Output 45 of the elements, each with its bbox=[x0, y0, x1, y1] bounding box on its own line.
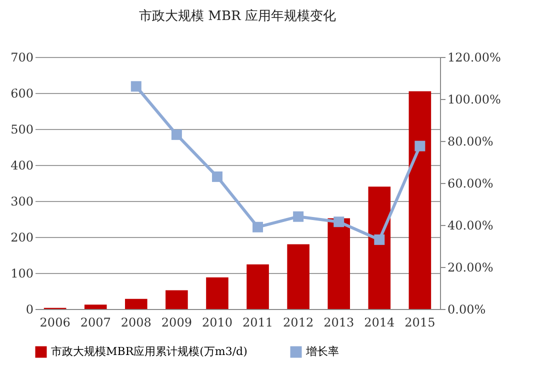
x-tick-label: 2006 bbox=[40, 316, 70, 330]
x-tick-label: 2007 bbox=[80, 316, 111, 330]
bar bbox=[408, 91, 432, 309]
x-tick-label: 2008 bbox=[120, 316, 152, 330]
bar bbox=[328, 218, 350, 309]
bar bbox=[84, 304, 107, 309]
y2-tick-label: 40.00% bbox=[448, 218, 494, 232]
x-tick-label: 2009 bbox=[161, 316, 192, 330]
y-tick-label: 400 bbox=[10, 158, 34, 172]
y-tick-label: 300 bbox=[10, 194, 34, 208]
bar bbox=[246, 264, 269, 309]
y-tick-label: 500 bbox=[10, 122, 34, 136]
point bbox=[374, 234, 385, 245]
y2-tick-label: 20.00% bbox=[448, 260, 494, 274]
bar bbox=[206, 277, 228, 309]
point bbox=[130, 81, 142, 92]
point bbox=[293, 211, 304, 222]
y2-tick-label: 80.00% bbox=[448, 134, 494, 148]
bar bbox=[166, 290, 188, 309]
chart-title: 市政大规模 MBR 应用年规模变化 bbox=[139, 8, 336, 24]
y2-tick-label: 60.00% bbox=[448, 176, 494, 190]
bar bbox=[125, 298, 148, 309]
y-tick-label: 100 bbox=[10, 266, 34, 280]
point bbox=[414, 140, 426, 152]
legend-label: 市政大规模MBR应用累计规模(万m3/d) bbox=[51, 345, 248, 358]
point bbox=[171, 129, 182, 140]
point bbox=[212, 171, 222, 182]
point bbox=[334, 216, 344, 228]
y2-tick-label: 120.00% bbox=[448, 50, 501, 64]
x-tick-label: 2014 bbox=[364, 316, 396, 330]
y-tick-label: 600 bbox=[10, 86, 34, 100]
bar bbox=[368, 186, 391, 309]
x-tick-label: 2012 bbox=[283, 316, 314, 330]
legend-label: 增长率 bbox=[305, 345, 339, 358]
y2-tick-label: 100.00% bbox=[448, 92, 501, 106]
bar bbox=[287, 244, 310, 309]
y-tick-label: 0 bbox=[26, 302, 34, 316]
x-tick-label: 2011 bbox=[242, 316, 274, 330]
x-tick-label: 2013 bbox=[324, 316, 354, 330]
y2-tick-label: 0.00% bbox=[448, 302, 486, 316]
y-tick-label: 700 bbox=[10, 50, 34, 64]
y-tick-label: 200 bbox=[10, 230, 34, 244]
x-tick-label: 2015 bbox=[404, 316, 436, 330]
point bbox=[252, 222, 264, 232]
x-tick-label: 2010 bbox=[202, 316, 233, 330]
